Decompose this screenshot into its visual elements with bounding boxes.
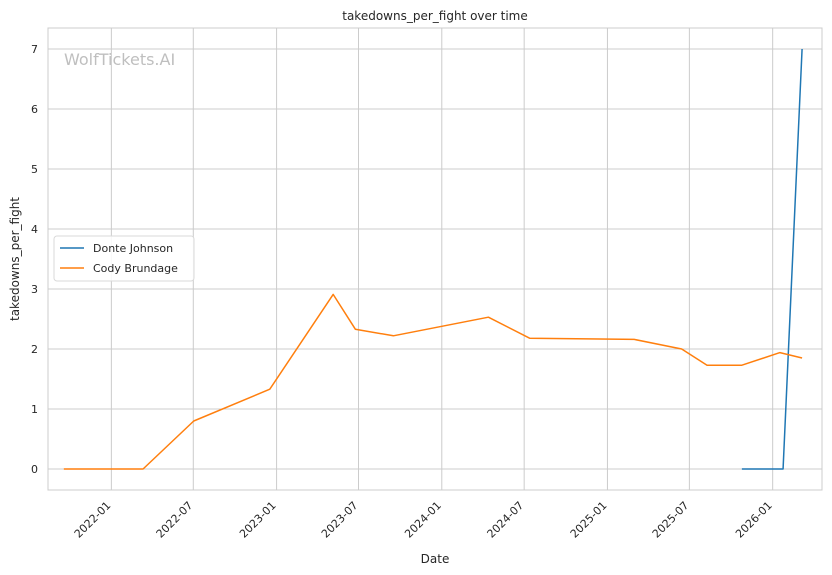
y-axis-title: takedowns_per_fight (8, 197, 22, 321)
series-line-cody-brundage (63, 293, 803, 470)
plot-frame (47, 27, 823, 491)
x-tick-label: 2022-01 (72, 499, 114, 541)
y-tick-label: 6 (31, 103, 38, 116)
series-layer (63, 48, 803, 470)
x-tick-label: 2024-07 (485, 499, 527, 541)
series-line-donte-johnson (741, 48, 803, 470)
legend-label-donte-johnson: Donte Johnson (93, 242, 173, 255)
legend: Donte Johnson Cody Brundage (53, 235, 195, 282)
legend-box (53, 235, 195, 282)
y-tick-label: 5 (31, 163, 38, 176)
y-tick-labels: 0 1 2 3 4 5 6 7 (31, 43, 38, 476)
x-axis-title: Date (421, 552, 450, 566)
y-tick-label: 2 (31, 343, 38, 356)
y-tick-label: 7 (31, 43, 38, 56)
y-tick-label: 0 (31, 463, 38, 476)
x-tick-label: 2025-01 (568, 499, 610, 541)
x-tick-label: 2022-07 (154, 499, 196, 541)
y-tick-label: 1 (31, 403, 38, 416)
x-tick-label: 2023-07 (319, 499, 361, 541)
watermark: WolfTickets.AI (64, 50, 175, 69)
x-tick-label: 2025-07 (650, 499, 692, 541)
y-tick-label: 3 (31, 283, 38, 296)
x-tick-labels: 2022-01 2022-07 2023-01 2023-07 2024-01 2024-… (72, 499, 775, 541)
x-tick-label: 2023-01 (237, 499, 279, 541)
grid (48, 28, 822, 490)
chart-title: takedowns_per_fight over time (342, 9, 528, 23)
x-tick-label: 2024-01 (402, 499, 444, 541)
y-tick-label: 4 (31, 223, 38, 236)
x-tick-label: 2026-01 (733, 499, 775, 541)
legend-label-cody-brundage: Cody Brundage (93, 262, 178, 275)
